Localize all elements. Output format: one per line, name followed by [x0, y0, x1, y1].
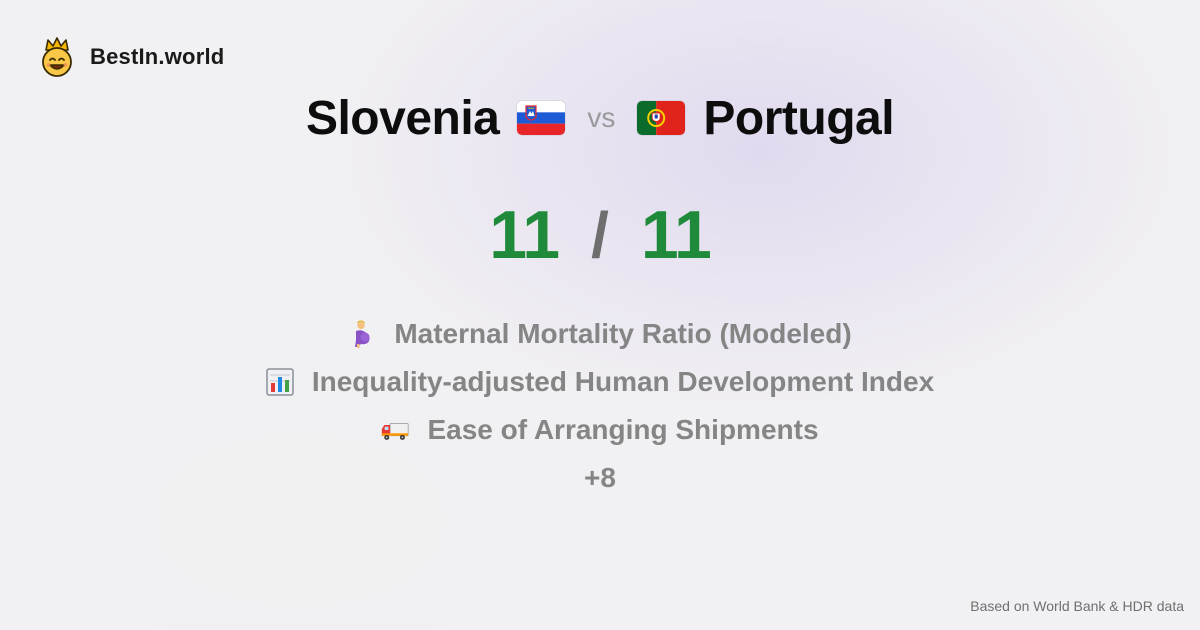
vs-label: vs [587, 102, 616, 133]
metric-item: Ease of Arranging Shipments [381, 406, 819, 454]
brand-name: BestIn.world [90, 44, 225, 69]
score-separator: / [591, 199, 609, 271]
metric-item: Maternal Mortality Ratio (Modeled) [348, 310, 852, 358]
left-score: 11 [489, 197, 560, 273]
slovenia-flag-icon [517, 101, 566, 135]
more-metrics-count: +8 [584, 462, 616, 493]
right-country-name: Portugal [703, 91, 895, 145]
pregnant-woman-icon [355, 320, 370, 348]
score-row: 11 / 11 [0, 190, 1200, 280]
crowned-smiley-icon [42, 37, 72, 77]
right-score: 11 [640, 197, 712, 273]
metrics-list: Maternal Mortality Ratio (Modeled) Inequ… [0, 310, 1200, 502]
portugal-flag-icon [637, 101, 686, 135]
left-country-name: Slovenia [305, 91, 500, 145]
bar-chart-icon [266, 368, 294, 396]
metric-item: Inequality-adjusted Human Development In… [266, 358, 934, 406]
metric-label: Ease of Arranging Shipments [427, 414, 819, 445]
delivery-truck-icon [382, 423, 410, 440]
metric-label: Maternal Mortality Ratio (Modeled) [394, 318, 852, 349]
metric-label: Inequality-adjusted Human Development In… [311, 366, 935, 397]
comparison-title: Slovenia vs Portugal [0, 86, 1200, 150]
brand[interactable]: BestIn.world [38, 36, 224, 78]
data-source-note: Based on World Bank & HDR data [970, 598, 1184, 614]
